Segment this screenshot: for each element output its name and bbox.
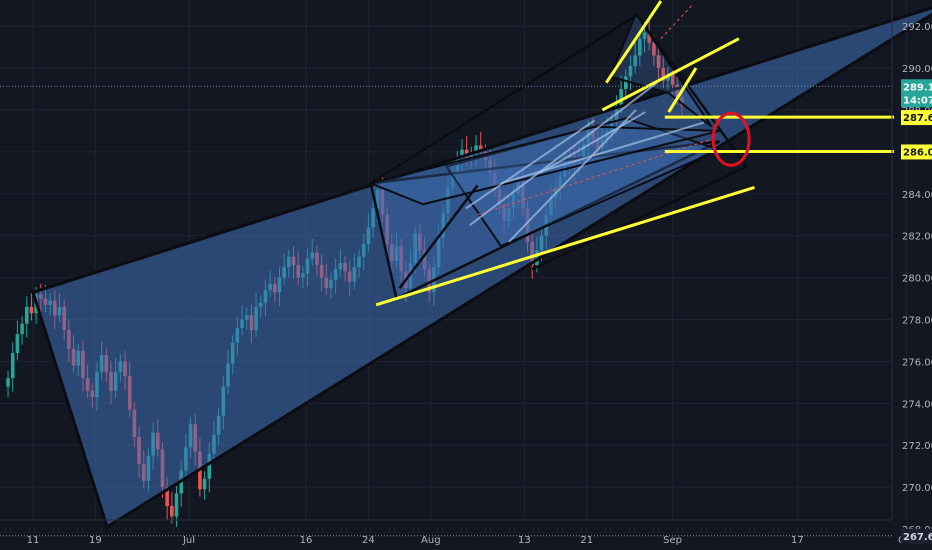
y-tick-label: 270.00 <box>902 483 932 494</box>
x-tick-label: 21 <box>580 535 593 546</box>
pattern-edge-line[interactable] <box>500 121 705 185</box>
low-marker-badge-text: 267.68 <box>903 532 932 543</box>
candle-body[interactable] <box>661 68 666 81</box>
low-marker-badge <box>901 528 932 544</box>
pattern-edge-line[interactable] <box>508 109 637 243</box>
candle-body[interactable] <box>642 32 647 39</box>
price-level-badge <box>901 110 932 126</box>
x-tick-label: 24 <box>362 535 375 546</box>
y-tick-label: 276.00 <box>902 357 932 368</box>
wedge-pattern-large[interactable] <box>31 1 932 530</box>
pattern-drawings[interactable] <box>0 0 932 537</box>
candle-body[interactable] <box>478 145 483 152</box>
trend-line-black[interactable] <box>370 14 637 185</box>
y-tick-label: 290.00 <box>902 64 932 75</box>
price-level-badge-text: 287.66 <box>903 113 932 124</box>
candle-body[interactable] <box>666 74 670 81</box>
candle-body[interactable] <box>6 378 10 387</box>
trend-line-black[interactable] <box>634 12 748 168</box>
price-badges: 289.13 14:07 287.66 286.02 267.68 <box>901 79 932 544</box>
pattern-edge-line[interactable] <box>469 81 658 227</box>
candle-body[interactable] <box>619 89 623 106</box>
x-tick-label: 19 <box>89 535 102 546</box>
price-level-badge <box>901 144 932 160</box>
candle-body[interactable] <box>165 487 169 506</box>
highlight-circle[interactable] <box>711 111 751 167</box>
yellow-trend-line[interactable] <box>375 186 755 307</box>
yellow-trend-line[interactable] <box>667 67 698 113</box>
y-tick-label: 278.00 <box>902 316 932 327</box>
x-tick-label: 17 <box>791 535 804 546</box>
y-tick-label: 292.00 <box>902 22 932 33</box>
candle-body[interactable] <box>628 65 633 77</box>
trend-line-black[interactable] <box>398 184 479 289</box>
x-tick-label: 11 <box>27 535 40 546</box>
y-tick-label: 284.00 <box>902 190 932 201</box>
pattern-edge-line[interactable] <box>465 119 596 210</box>
candle-body[interactable] <box>10 353 15 379</box>
yellow-trend-line[interactable] <box>601 37 740 112</box>
candle-body[interactable] <box>202 478 207 490</box>
price-level-badge-text: 286.02 <box>903 147 932 158</box>
candle-body[interactable] <box>638 38 642 56</box>
y-tick-label: 272.00 <box>902 441 932 452</box>
candle-body[interactable] <box>29 306 34 314</box>
candle-body[interactable] <box>15 334 20 354</box>
candle-body[interactable] <box>474 145 478 154</box>
yellow-trend-line[interactable] <box>605 0 663 84</box>
candle-body[interactable] <box>670 74 675 85</box>
y-tick-label: 280.00 <box>902 274 932 285</box>
x-tick-label: Sep <box>663 535 682 546</box>
current-price-badge-text: 14:07 <box>903 95 932 106</box>
x-tick-label: 16 <box>300 535 313 546</box>
y-tick-label: 282.00 <box>902 232 932 243</box>
x-tick-label: 13 <box>518 535 531 546</box>
candle-body[interactable] <box>652 42 656 56</box>
candle-body[interactable] <box>174 493 179 517</box>
candle-body[interactable] <box>633 55 637 66</box>
candle-body[interactable] <box>647 32 651 43</box>
candle-body[interactable] <box>207 453 212 479</box>
candle-body[interactable] <box>24 306 29 324</box>
candle-body[interactable] <box>656 55 661 69</box>
candle-body[interactable] <box>20 323 24 335</box>
pattern-edge-line[interactable] <box>539 111 646 174</box>
current-price-badge-text: 289.13 <box>903 82 932 93</box>
y-tick-label: 274.00 <box>902 399 932 410</box>
candle-body[interactable] <box>624 76 628 90</box>
trend-line-black[interactable] <box>531 165 748 271</box>
current-price-badge <box>901 79 932 108</box>
candle-body[interactable] <box>170 505 174 517</box>
x-tick-label: Aug <box>421 535 441 546</box>
dashed-red-line[interactable] <box>660 4 693 40</box>
candle-body[interactable] <box>460 149 464 159</box>
x-tick-label: Jul <box>182 535 195 546</box>
